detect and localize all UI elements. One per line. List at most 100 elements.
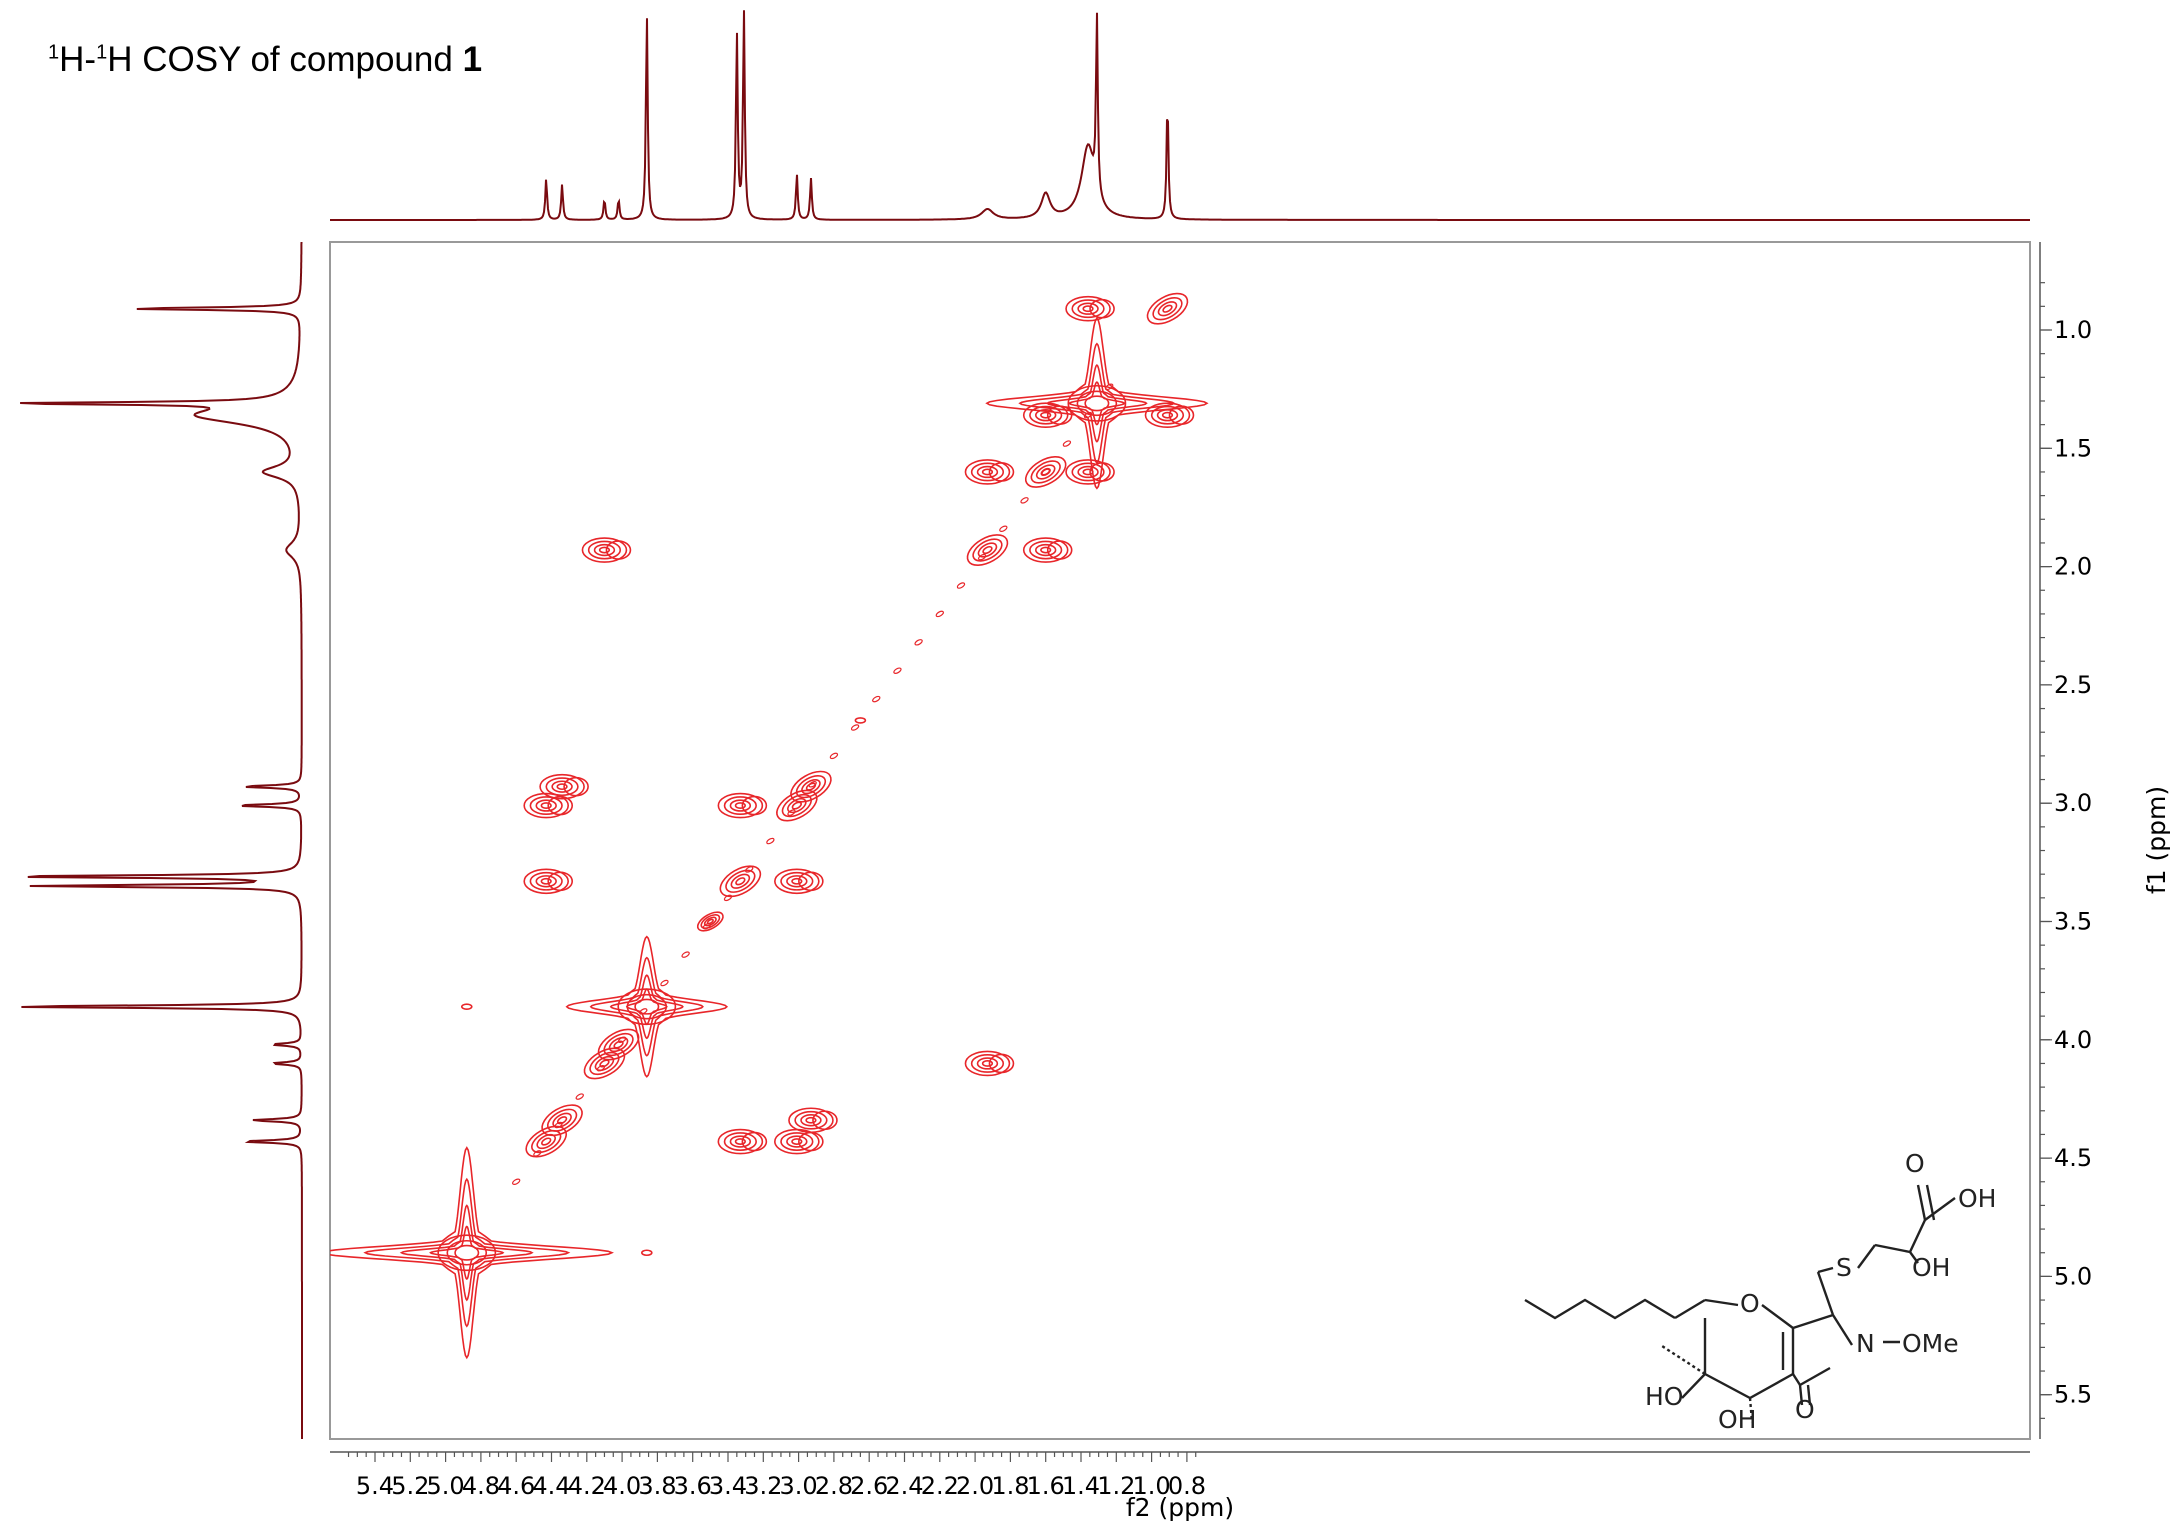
contour-peaks	[330, 292, 1209, 1360]
contour-ring	[1034, 408, 1057, 422]
contour-ring	[589, 956, 704, 1057]
contour-ring	[556, 783, 568, 791]
diagonal-trace	[999, 525, 1008, 532]
contour-ring	[791, 1138, 803, 1145]
contour-ring	[1034, 543, 1057, 557]
structure-label: OH	[1958, 1184, 1996, 1213]
contour-ring	[976, 1057, 999, 1070]
contour-ring	[1089, 462, 1115, 482]
contour-ring	[597, 1028, 640, 1061]
contour-ring	[972, 538, 1003, 562]
contour-ring	[985, 316, 1209, 490]
contour-ring	[1022, 537, 1069, 563]
diagonal-trace	[533, 1150, 542, 1157]
contour-ring	[617, 988, 677, 1026]
x-tick-label: 4.6	[497, 1472, 535, 1500]
compound-structure-labels: O OH S OH O N OMe HO OH O	[1645, 1149, 1996, 1434]
y-tick-label: 3.5	[2054, 908, 2092, 936]
y-axis: 1.0 1.5 2.0 2.5 3.0 3.5 4.0 4.5 5.0 5.5	[2039, 242, 2092, 1439]
contour-ring	[1022, 402, 1069, 428]
contour-ring	[535, 875, 557, 888]
contour-ring	[1068, 381, 1126, 426]
contour-ring	[399, 1204, 534, 1302]
contour-ring	[794, 1110, 828, 1130]
diagonal-trace	[1020, 497, 1029, 504]
contour-ring	[1077, 302, 1099, 315]
structure-label: OH	[1912, 1253, 1950, 1282]
contour-ring	[1144, 402, 1191, 428]
x-tick-label: 3.8	[638, 1472, 676, 1500]
contour-ring	[982, 545, 993, 555]
diagonal-trace	[639, 1008, 648, 1015]
contour-ring	[1168, 405, 1195, 425]
f1-projection-trace	[20, 242, 303, 1439]
contour-ring	[981, 1060, 994, 1067]
x-tick-label: 1.2	[1097, 1472, 1135, 1500]
x-tick-label: 4.8	[462, 1472, 500, 1500]
contour-ring	[1146, 292, 1189, 325]
contour-ring	[1065, 295, 1111, 322]
contour-ring	[1065, 459, 1111, 485]
contour-ring	[1082, 468, 1094, 476]
contour-ring	[437, 1234, 497, 1272]
contour-ring	[696, 911, 724, 932]
diagonal-trace	[702, 922, 712, 930]
diagonal-trace	[723, 894, 733, 902]
contour-ring	[970, 1054, 1005, 1073]
x-axis-label: f2 (ppm)	[1126, 1493, 1234, 1522]
contour-ring	[529, 871, 563, 891]
x-tick-label: 2.0	[956, 1472, 994, 1500]
x-axis: 5.45.25.04.84.64.44.24.03.83.63.43.23.02…	[330, 1451, 2030, 1500]
contour-ring	[603, 1032, 634, 1057]
contour-ring	[545, 777, 579, 797]
y-tick-label: 4.0	[2054, 1026, 2092, 1054]
f2-projection-trace	[330, 10, 2030, 221]
cross-peak	[788, 1107, 838, 1134]
contour-ring	[1156, 408, 1179, 422]
cross-peak	[966, 534, 1009, 566]
contour-ring	[551, 780, 573, 793]
contour-ring	[717, 792, 764, 819]
contour-ring	[1071, 462, 1105, 482]
contour-ring	[563, 776, 589, 797]
contour-ring	[609, 974, 684, 1040]
cross-peak	[523, 792, 574, 819]
y-tick-label: 2.0	[2054, 553, 2092, 581]
contour-ring	[801, 779, 821, 795]
contour-ring	[730, 873, 751, 889]
contour-ring	[446, 1239, 488, 1266]
cross-peak	[1144, 402, 1195, 428]
diagonal-trace	[744, 866, 754, 873]
contour-ring	[791, 877, 803, 885]
contour-ring	[330, 1146, 614, 1360]
contour-ring	[791, 801, 802, 810]
y-axis-label: f1 (ppm)	[2142, 786, 2171, 894]
contour-ring	[981, 468, 994, 476]
structure-label: O	[1740, 1289, 1760, 1318]
chart-title: 1H-1H COSY of compound 1	[48, 40, 482, 80]
contour-ring	[964, 1050, 1011, 1077]
structure-label: OMe	[1902, 1329, 1959, 1358]
contour-ring	[1040, 411, 1052, 419]
cross-peak	[523, 868, 574, 895]
contour-ring	[1046, 540, 1073, 560]
contour-ring	[535, 799, 557, 812]
contour-ring	[1077, 465, 1099, 479]
contour-ring	[363, 1177, 571, 1328]
contour-ring	[741, 795, 768, 816]
x-tick-label: 5.4	[356, 1472, 394, 1500]
contour-ring	[790, 770, 832, 803]
diagonal-trace	[596, 1064, 606, 1072]
x-tick-label: 2.8	[815, 1472, 853, 1500]
contour-ring	[541, 1104, 583, 1137]
contour-ring	[795, 774, 827, 799]
diagonal-trace	[977, 553, 987, 561]
contour-ring	[641, 1249, 653, 1257]
cross-peak	[525, 1125, 567, 1158]
contour-ring	[798, 871, 824, 892]
contour-ring	[460, 1003, 473, 1010]
contour-ring	[626, 993, 668, 1020]
cross-peak	[330, 1146, 614, 1360]
contour-ring	[780, 871, 814, 891]
contour-ring	[735, 877, 746, 886]
